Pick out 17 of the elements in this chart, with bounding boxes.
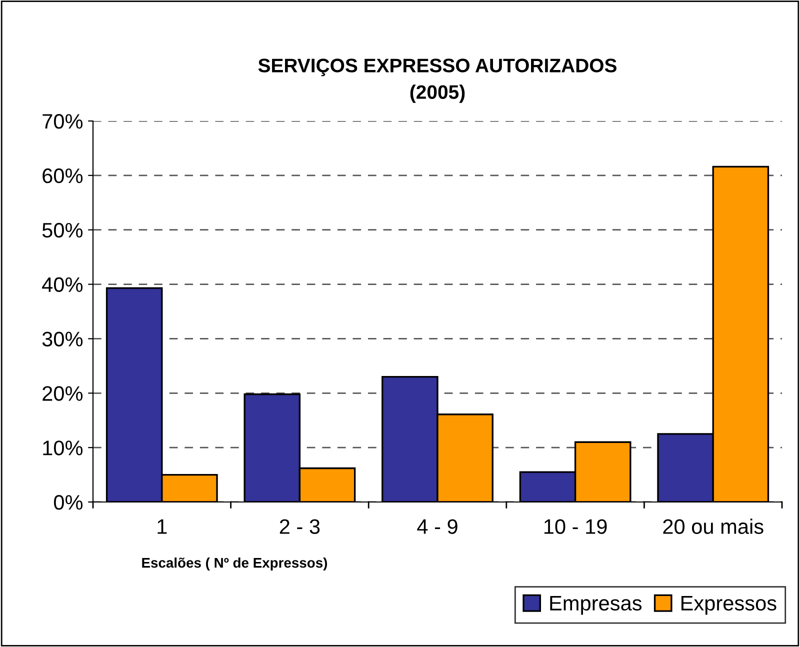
y-tick-label: 10%	[43, 440, 83, 456]
legend-label: Expressos	[681, 596, 776, 615]
y-tick-label: 20%	[42, 386, 83, 401]
y-tick-label: 70%	[42, 114, 83, 129]
x-tick-label: 1	[158, 519, 167, 534]
y-tick-label: 0%	[54, 495, 83, 510]
x-tick-label: 4 - 9	[417, 519, 458, 534]
y-tick-label: 40%	[42, 277, 83, 292]
chart-title: SERVIÇOS EXPRESSO AUTORIZADOS (2005)	[258, 58, 616, 103]
y-tick-label: 60%	[42, 168, 83, 184]
x-tick-label: 10 - 19	[544, 519, 607, 534]
y-tick-label: 50%	[42, 222, 83, 238]
x-axis-title: Escalões ( Nº de Expressos)	[142, 558, 328, 570]
x-tick-label: 20 ou mais	[663, 518, 764, 534]
y-tick-label: 30%	[42, 332, 83, 346]
legend-label: Empresas	[550, 596, 642, 615]
x-tick-label: 2 - 3	[280, 519, 320, 534]
